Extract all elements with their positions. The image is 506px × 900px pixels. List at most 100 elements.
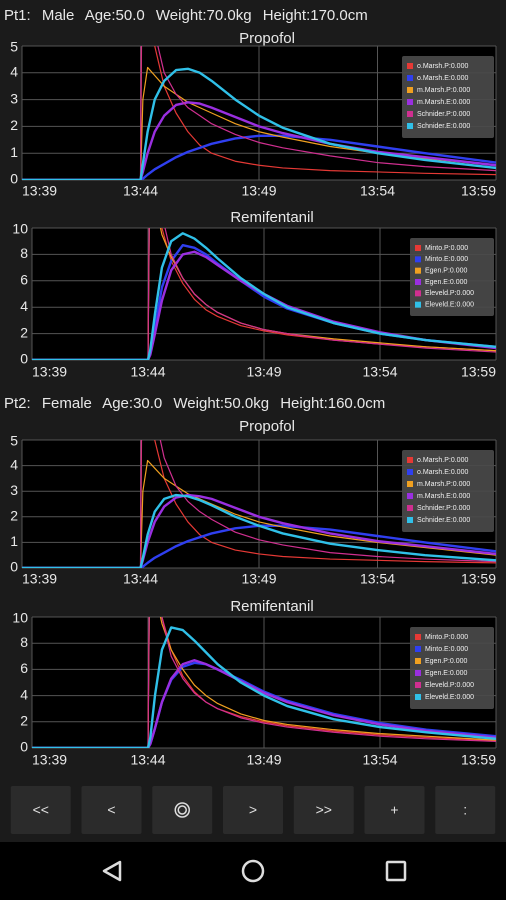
legend-label: o.Marsh.E:0.000 — [417, 469, 468, 476]
chart: Propofol 0 1 2 3 4 5 13:39 13:44 13:49 13:54 13:59 o… — [10, 30, 497, 199]
x-tick-label: 13:54 — [360, 183, 395, 199]
legend: Minto.P:0.000 Minto.E:0.000 Egen.P:0.000 Eg… — [410, 627, 494, 709]
legend-box — [402, 450, 494, 532]
legend-label: Egen.E:0.000 — [425, 670, 468, 677]
button[interactable] — [10, 786, 71, 834]
x-tick-label: 13:39 — [22, 183, 57, 199]
series-line — [22, 46, 496, 180]
button[interactable] — [293, 786, 354, 834]
x-tick-label: 13:49 — [246, 364, 281, 380]
y-tick-label: 2 — [10, 508, 18, 524]
button[interactable] — [81, 786, 142, 834]
legend-label: Eleveld.P:0.000 — [425, 682, 474, 689]
y-tick-label: 1 — [10, 144, 18, 160]
series-line — [22, 66, 496, 180]
nav-back[interactable] — [102, 860, 122, 882]
legend-box — [410, 238, 494, 316]
legend-swatch — [415, 634, 421, 640]
legend-swatch — [415, 279, 421, 285]
legend-swatch — [407, 123, 413, 129]
x-tick-label: 13:39 — [32, 364, 67, 380]
y-tick-label: 6 — [20, 660, 28, 676]
y-tick-label: 1 — [10, 533, 18, 549]
legend-label: Minto.E:0.000 — [425, 256, 468, 263]
patient-header: Pt2: Female Age:30.0 Weight:50.0kg Heigh… — [4, 395, 385, 412]
series-line — [22, 67, 496, 180]
nav-bar — [0, 842, 506, 900]
y-tick-label: 4 — [20, 298, 28, 314]
series-group — [32, 617, 496, 748]
button-label[interactable]: << — [33, 802, 49, 818]
legend-label: o.Marsh.E:0.000 — [417, 75, 468, 82]
y-tick-label: 10 — [12, 221, 28, 237]
legend-swatch — [415, 301, 421, 308]
button-label[interactable]: >> — [316, 802, 332, 818]
legend-swatch — [415, 682, 421, 688]
button-label[interactable]: > — [249, 802, 257, 818]
series-line — [22, 46, 496, 180]
legend-label: m.Marsh.P:0.000 — [417, 481, 470, 488]
x-tick-label: 13:54 — [362, 752, 397, 768]
legend-swatch — [415, 658, 421, 664]
button-label[interactable]: < — [107, 802, 115, 818]
legend-label: o.Marsh.P:0.000 — [417, 457, 468, 464]
legend-swatch — [415, 694, 421, 700]
legend-label: Egen.E:0.000 — [425, 279, 468, 286]
y-tick-label: 0 — [20, 739, 28, 755]
legend-label: Minto.P:0.000 — [425, 634, 468, 641]
series-line — [32, 250, 496, 360]
y-tick-label: 0 — [20, 351, 28, 367]
button-bar: << < > >> +: — [10, 786, 496, 834]
legend-swatch — [415, 290, 421, 297]
legend: o.Marsh.P:0.000 o.Marsh.E:0.000 m.Marsh.P:… — [402, 56, 494, 138]
chart-title: Propofol — [239, 30, 295, 47]
chart-title: Propofol — [239, 418, 295, 435]
chart: Propofol 0 1 2 3 4 5 13:39 13:44 13:49 13:54 13:59 o… — [10, 418, 497, 587]
legend-swatch — [407, 481, 413, 487]
x-tick-label: 13:59 — [461, 571, 496, 587]
y-tick-label: 4 — [10, 456, 18, 472]
legend-label: Minto.E:0.000 — [425, 646, 468, 653]
series-line — [32, 228, 496, 360]
button-icon[interactable] — [174, 802, 190, 818]
legend-label: Schnider.P:0.000 — [417, 111, 470, 118]
legend-box — [410, 627, 494, 709]
legend-label: m.Marsh.E:0.000 — [417, 493, 470, 500]
button[interactable] — [223, 786, 283, 834]
legend-swatch — [407, 469, 413, 475]
x-tick-label: 13:39 — [22, 571, 57, 587]
button[interactable] — [364, 786, 425, 834]
legend-swatch — [415, 256, 421, 263]
nav-recent[interactable] — [385, 860, 407, 882]
chart-title: Remifentanil — [230, 209, 313, 226]
y-tick-label: 4 — [10, 64, 18, 80]
x-tick-label: 13:49 — [241, 183, 276, 199]
legend-swatch — [407, 111, 413, 117]
legend-swatch — [407, 493, 413, 499]
chart: Remifentanil 0 2 4 6 8 10 13:39 13:44 13:49 13:54 1… — [12, 209, 497, 380]
nav-home[interactable] — [241, 859, 265, 883]
y-tick-label: 4 — [20, 686, 28, 702]
x-tick-label: 13:59 — [461, 183, 496, 199]
legend-swatch — [407, 75, 413, 81]
legend-box — [402, 56, 494, 138]
y-tick-label: 2 — [20, 713, 28, 729]
button-icon[interactable] — [177, 805, 187, 815]
series-line — [32, 232, 496, 360]
button[interactable] — [152, 786, 213, 834]
legend-swatch — [407, 87, 413, 93]
series-line — [32, 626, 496, 748]
button-label[interactable]: + — [390, 802, 398, 818]
button[interactable] — [435, 786, 496, 834]
button-label[interactable]: : — [463, 802, 467, 818]
y-tick-label: 8 — [20, 634, 28, 650]
y-tick-label: 2 — [20, 324, 28, 340]
legend-swatch — [407, 505, 413, 511]
legend-swatch — [407, 457, 413, 463]
chart-title: Remifentanil — [230, 598, 313, 615]
legend-label: Eleveld.P:0.000 — [425, 290, 474, 297]
y-tick-label: 0 — [10, 559, 18, 575]
x-tick-label: 13:54 — [362, 364, 397, 380]
series-group — [22, 46, 496, 180]
